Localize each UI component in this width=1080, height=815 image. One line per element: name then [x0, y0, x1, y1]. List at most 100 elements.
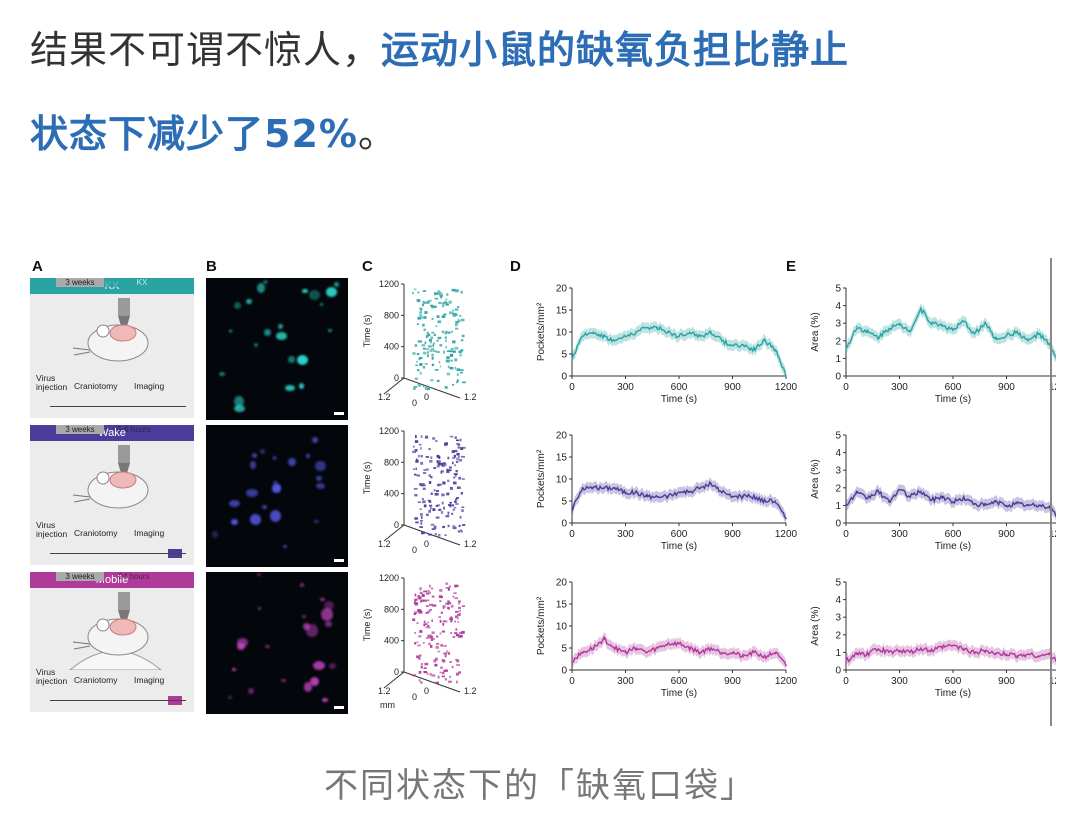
scatter-point	[430, 336, 433, 339]
scatter-point	[460, 339, 464, 342]
hypoxic-pocket-spot	[256, 283, 266, 293]
scatter-point	[430, 475, 433, 479]
scatter-point	[426, 605, 429, 607]
scatter-point	[427, 599, 430, 602]
scatter-point	[414, 435, 417, 439]
scatter-point	[459, 371, 464, 374]
scatter-point	[441, 493, 445, 497]
scatter-point	[446, 356, 450, 359]
data-point	[785, 517, 787, 520]
y-tick-label: 5	[561, 350, 567, 361]
data-point	[571, 357, 573, 360]
data-point	[930, 649, 933, 652]
scatter-point	[457, 443, 461, 447]
scatter-point	[448, 349, 453, 352]
scatter-point	[423, 504, 427, 508]
scatter-point	[452, 525, 456, 527]
scatter-point	[452, 350, 456, 353]
data-point	[731, 495, 734, 498]
scatter-point	[425, 336, 428, 338]
scatter-point	[417, 596, 422, 600]
data-point	[581, 335, 584, 338]
x-tick-label: 1200	[775, 676, 798, 687]
scatter-point	[459, 353, 462, 357]
brain-icon	[109, 324, 137, 342]
hypoxic-pocket-spot	[302, 289, 308, 293]
scatter-point	[426, 672, 429, 676]
hypoxic-pocket-spot	[300, 582, 305, 587]
data-point	[984, 504, 986, 507]
scatter-point	[414, 344, 418, 347]
scatter-point	[448, 300, 452, 304]
y-tick-label: 15	[556, 453, 568, 464]
confidence-band	[572, 476, 786, 523]
scatter-point	[420, 515, 423, 519]
scatter-point	[447, 456, 450, 460]
scatter-point	[449, 661, 452, 663]
scatter-point	[435, 681, 439, 684]
scatter-point	[442, 481, 446, 485]
scatter-point	[419, 482, 422, 486]
data-point	[646, 326, 648, 329]
scatter-point	[445, 346, 447, 348]
data-point	[753, 495, 755, 498]
tick-label: 800	[384, 457, 399, 467]
scatter-point	[445, 302, 448, 305]
scatter-point	[458, 350, 462, 353]
scatter-point	[452, 508, 456, 511]
micrograph-kx	[206, 278, 348, 420]
scatter-point	[430, 587, 434, 590]
scatter-point	[457, 600, 461, 603]
scatter-point	[442, 525, 445, 529]
data-point	[592, 487, 595, 489]
scatter-point	[425, 513, 429, 517]
hypoxic-pocket-spot	[273, 481, 278, 486]
headline-highlight: 运动小鼠的缺氧负担比静止	[381, 28, 850, 72]
scatter-point	[447, 680, 452, 683]
scatter-point	[433, 333, 437, 336]
scatter-point	[442, 302, 445, 305]
scatter-point	[438, 508, 442, 511]
hypoxic-pocket-spot	[309, 677, 320, 687]
x-tick-label: 300	[891, 382, 908, 393]
hypoxic-pocket-spot	[228, 330, 233, 333]
scatter-point	[451, 504, 455, 507]
data-point	[774, 348, 777, 351]
scatter-point	[419, 371, 422, 375]
data-point	[678, 335, 680, 338]
data-point	[656, 495, 659, 498]
scatter-point	[451, 512, 454, 515]
scatter-point	[441, 464, 445, 468]
scatter-point	[437, 533, 441, 537]
scatter-point	[437, 290, 441, 293]
hypoxic-pocket-spot	[322, 698, 329, 703]
scatter-point	[436, 339, 439, 342]
data-point	[952, 329, 954, 332]
scatter-point	[439, 632, 442, 635]
scatter-point	[421, 303, 425, 307]
scatter-point	[458, 602, 461, 605]
scatter-point	[437, 336, 442, 340]
scatter-point	[452, 450, 455, 453]
timeline-phase: 5-6 hours	[117, 425, 151, 434]
x-tick-label: 1200	[775, 382, 798, 393]
scatter-point	[412, 445, 415, 448]
scatter-point	[450, 359, 453, 362]
y-tick-label: 15	[556, 600, 568, 611]
scatter-point	[430, 507, 432, 510]
data-point	[688, 491, 691, 493]
scatter-point	[417, 595, 421, 597]
scatter-point	[454, 366, 457, 370]
scatter-point	[414, 494, 418, 497]
y-tick-label: 1	[835, 501, 841, 512]
tick-label: 800	[384, 310, 399, 320]
data-point	[845, 504, 847, 507]
x-tick-label: 900	[998, 529, 1015, 540]
chart-e-mobile: 0 1 2 3 4 5 0 300 600 900 1200 Time (s) Area (%)	[810, 578, 1056, 699]
scatter-point	[444, 620, 448, 623]
scatter-point	[414, 377, 419, 380]
scatter-point	[452, 526, 457, 530]
scatter-point	[459, 529, 462, 532]
scatter-point	[441, 462, 444, 466]
data-point	[624, 491, 627, 493]
